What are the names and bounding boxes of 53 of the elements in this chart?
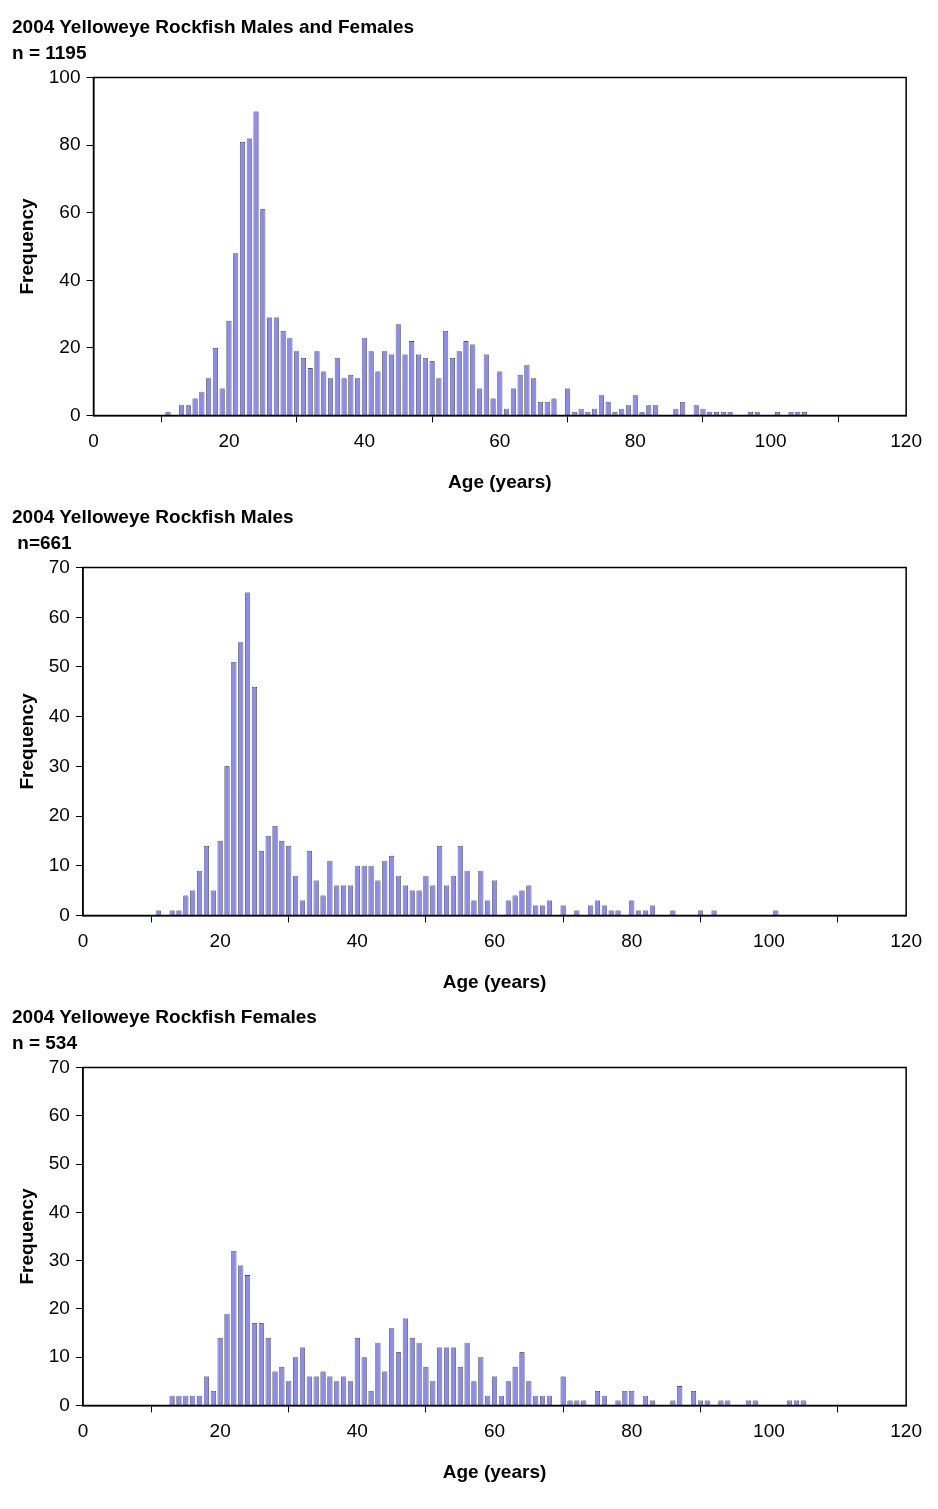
chart-title: 2004 Yelloweye Rockfish Females [12, 1005, 317, 1027]
y-tick-label: 20 [59, 336, 81, 358]
x-tick-label: 20 [218, 430, 240, 452]
chart-subtitle: n = 534 [12, 1032, 78, 1054]
x-tick-label: 120 [890, 1420, 922, 1442]
x-axis-title: Age (years) [442, 1460, 547, 1482]
x-axis-title: Age (years) [448, 470, 552, 492]
x-tick-label: 60 [489, 430, 511, 452]
x-tick-label: 60 [483, 1420, 506, 1442]
x-axis-title: Age (years) [442, 970, 547, 992]
x-tick-label: 100 [754, 430, 787, 452]
x-tick-label: 20 [209, 1420, 231, 1442]
y-tick-label: 40 [59, 268, 81, 290]
chart-title: 2004 Yelloweye Rockfish Males [12, 505, 294, 527]
y-tick-label: 40 [48, 1200, 70, 1222]
y-tick-label: 60 [48, 1104, 70, 1126]
y-axis-title: Frequency [15, 693, 37, 790]
y-tick-label: 30 [48, 754, 70, 776]
y-tick-label: 100 [48, 65, 81, 87]
y-tick-label: 50 [48, 1152, 70, 1174]
y-tick-label: 0 [59, 903, 70, 925]
chart-subtitle: n=661 [12, 532, 73, 554]
y-tick-label: 20 [48, 804, 70, 826]
x-tick-label: 100 [753, 930, 785, 952]
y-tick-label: 10 [48, 1345, 70, 1367]
y-tick-label: 50 [48, 655, 70, 677]
x-tick-label: 40 [346, 930, 368, 952]
y-tick-label: 10 [48, 853, 70, 875]
y-tick-label: 30 [48, 1248, 70, 1270]
x-tick-label: 80 [624, 430, 646, 452]
x-tick-label: 80 [621, 1420, 643, 1442]
x-tick-label: 40 [346, 1420, 368, 1442]
x-tick-label: 20 [209, 930, 231, 952]
y-tick-label: 40 [48, 704, 70, 726]
y-tick-label: 70 [48, 1055, 70, 1077]
x-tick-label: 60 [483, 930, 506, 952]
x-tick-label: 40 [353, 430, 375, 452]
x-tick-label: 80 [621, 930, 643, 952]
y-tick-label: 0 [59, 1393, 70, 1415]
y-tick-label: 20 [48, 1297, 70, 1319]
x-tick-label: 120 [890, 930, 922, 952]
y-tick-label: 80 [59, 133, 81, 155]
x-tick-label: 100 [753, 1420, 785, 1442]
x-tick-label: 120 [890, 430, 922, 452]
y-axis-title: Frequency [15, 1188, 37, 1285]
x-tick-label: 0 [88, 430, 99, 452]
y-axis-title: Frequency [15, 198, 37, 295]
y-tick-label: 70 [48, 555, 70, 577]
y-tick-label: 60 [59, 200, 81, 222]
chart-title: 2004 Yelloweye Rockfish Males and Females [12, 15, 415, 37]
y-tick-label: 0 [69, 403, 81, 425]
y-tick-label: 60 [48, 605, 70, 627]
chart-subtitle: n = 1195 [12, 42, 87, 64]
